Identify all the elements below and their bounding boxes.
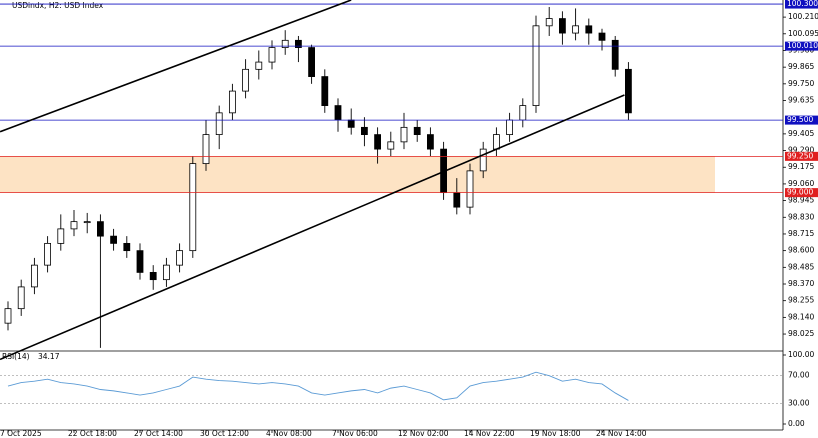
candle-body: [625, 68, 632, 114]
candle-body: [110, 235, 117, 244]
candle-body: [242, 68, 250, 92]
candle-body: [321, 76, 329, 106]
candle-body: [17, 286, 25, 310]
candle-body: [123, 242, 131, 252]
candle-body: [215, 112, 223, 136]
candle-body: [268, 47, 276, 63]
y-tick-label: 100.210: [788, 12, 818, 21]
supply-demand-zone: [0, 156, 715, 193]
candle-body: [202, 134, 210, 165]
price-level-label: 99.500: [787, 115, 813, 124]
chart-title: USDindx, H2: USD Index: [12, 1, 104, 10]
candle-body: [611, 39, 619, 70]
y-tick-label: 99.060: [788, 179, 814, 188]
candle-body: [57, 228, 65, 244]
y-tick-label: 98.025: [788, 329, 814, 338]
candle-body: [70, 221, 78, 230]
x-tick-label: 24 Nov 14:00: [596, 429, 647, 438]
candle-body: [506, 119, 514, 136]
x-tick-label: 12 Nov 02:00: [398, 429, 449, 438]
candle-body: [519, 105, 527, 121]
y-tick-label: 99.635: [788, 96, 814, 105]
price-level-tag: [785, 0, 818, 9]
y-tick-label: 98.370: [788, 279, 814, 288]
y-tick-label: 98.140: [788, 312, 814, 321]
candle-body: [228, 90, 236, 114]
candle-body: [532, 25, 540, 106]
candle-body: [466, 170, 474, 208]
candle-body: [30, 264, 38, 288]
price-level-label: 99.000: [787, 188, 813, 197]
y-tick-label: 99.750: [788, 79, 814, 88]
candle-body: [413, 126, 421, 136]
candle-body: [374, 134, 382, 150]
candle-body: [149, 271, 157, 281]
y-tick-label: 98.600: [788, 246, 814, 255]
y-tick-label: 98.830: [788, 212, 814, 221]
trendline: [0, 0, 352, 133]
candle-body: [360, 126, 368, 136]
y-tick-label: 98.485: [788, 262, 814, 271]
candle-body: [308, 47, 316, 77]
candle-body: [97, 221, 104, 237]
price-level-label: 100.010: [787, 41, 818, 50]
candle-body: [294, 39, 302, 48]
rsi-y-tick-label: 100.00: [788, 350, 814, 359]
price-level-label: 100.300: [787, 0, 818, 8]
price-level-label: 99.250: [787, 151, 813, 160]
y-tick-label: 99.175: [788, 162, 814, 171]
candle-body: [426, 134, 434, 150]
candle-body: [598, 32, 606, 41]
x-tick-label: 30 Oct 12:00: [200, 429, 249, 438]
candle-body: [492, 134, 500, 150]
candle-body: [572, 25, 579, 34]
candle-body: [453, 192, 461, 208]
price-level-tag: [785, 188, 818, 198]
candle-body: [281, 39, 289, 48]
candle-body: [400, 126, 408, 143]
rsi-y-tick-label: 0.00: [788, 419, 805, 428]
trendline: [0, 94, 625, 361]
candle-body: [559, 18, 566, 34]
candle-body: [162, 264, 170, 281]
rsi-name: RSI(14): [2, 352, 30, 361]
y-tick-label: 100.095: [788, 29, 818, 38]
price-level-tag: [785, 151, 818, 161]
y-tick-label: 98.255: [788, 296, 814, 305]
candle-body: [347, 119, 355, 128]
candle-body: [176, 250, 184, 266]
y-tick-label: 99.865: [788, 62, 814, 71]
y-tick-label: 99.405: [788, 129, 814, 138]
rsi-y-tick-label: 70.00: [788, 371, 810, 380]
x-tick-label: 27 Oct 14:00: [134, 429, 183, 438]
x-tick-label: 4 Nov 08:00: [266, 429, 312, 438]
candle-body: [136, 250, 144, 273]
rsi-line: [7, 371, 629, 401]
x-tick-label: 19 Nov 18:00: [530, 429, 581, 438]
candle-body: [255, 61, 263, 70]
y-tick-label: 98.945: [788, 196, 814, 205]
candle-body: [479, 148, 487, 172]
x-tick-label: 22 Oct 18:00: [68, 429, 117, 438]
y-tick-label: 98.715: [788, 229, 814, 238]
candle-body: [545, 18, 553, 27]
candle-body: [585, 25, 593, 34]
candle-body: [83, 221, 91, 224]
candle-body: [189, 163, 197, 252]
candle-body: [387, 141, 395, 150]
price-level-tag: [785, 115, 818, 125]
candle-body: [334, 105, 342, 121]
x-tick-label: 14 Nov 22:00: [464, 429, 515, 438]
candle-body: [4, 308, 12, 324]
candle-body: [44, 242, 51, 266]
x-tick-label: 7 Nov 06:00: [332, 429, 378, 438]
rsi-value: 34.17: [38, 352, 60, 361]
price-level-tag: [785, 41, 818, 51]
y-tick-label: 99.290: [788, 146, 814, 155]
rsi-y-tick-label: 30.00: [788, 398, 810, 407]
x-tick-label: 7 Oct 2025: [0, 429, 42, 438]
